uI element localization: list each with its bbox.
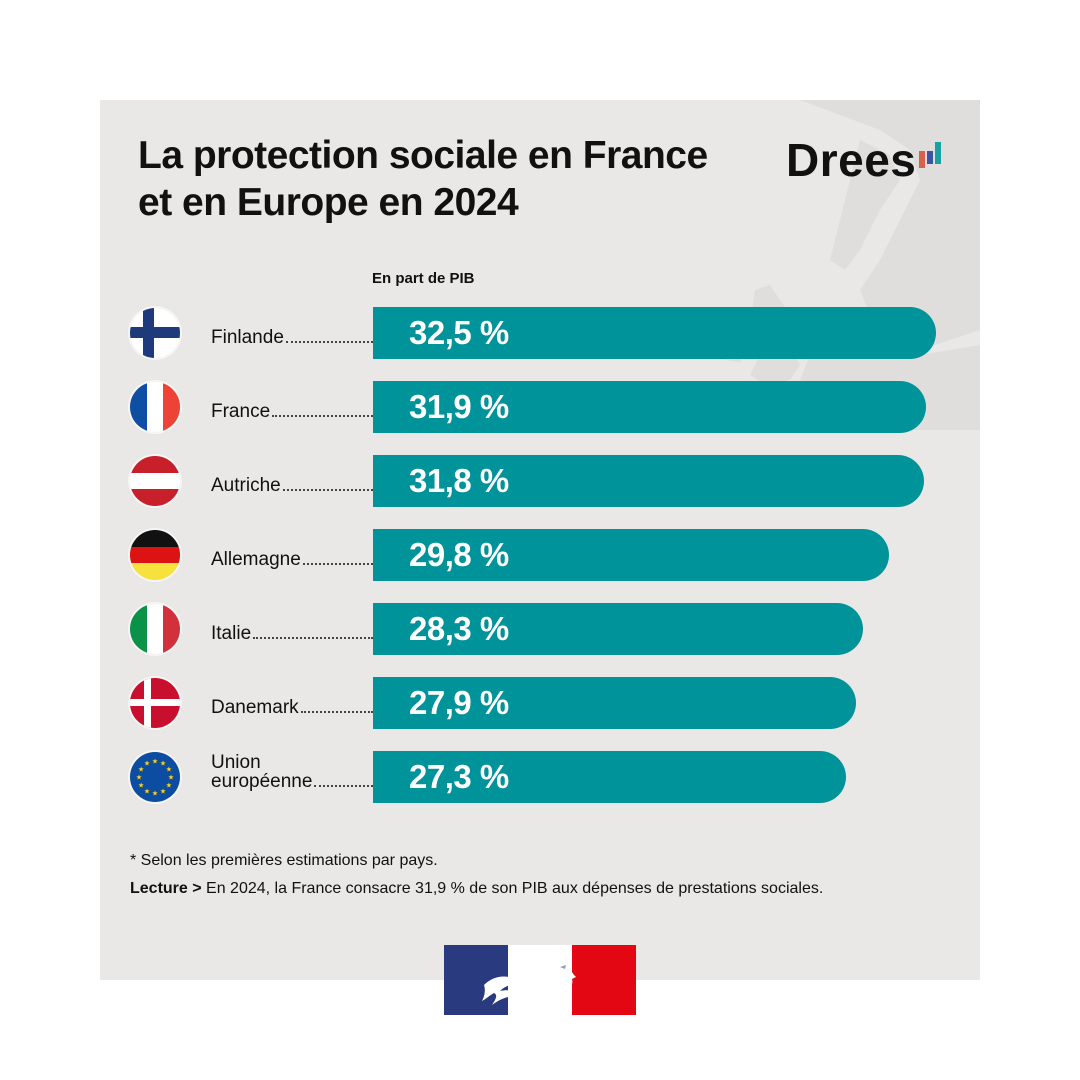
category-label-text: Danemark: [211, 697, 299, 718]
austria-flag-icon: [130, 456, 180, 506]
title-line-2: et en Europe en 2024: [138, 181, 519, 224]
bar: 27,9 %: [373, 677, 857, 729]
svg-text:★: ★: [152, 758, 158, 766]
bar-value-label: 28,3 %: [409, 610, 509, 647]
logo-bar-teal: [935, 142, 942, 164]
bar: 31,8 %: [373, 455, 924, 507]
category-label: Danemark: [211, 698, 373, 717]
bar-value-label: 29,8 %: [409, 536, 509, 573]
logo-bar-blue: [927, 151, 934, 164]
chart-row: Italie 28,3 %: [100, 603, 980, 655]
bar: 32,5 %: [373, 307, 936, 359]
reading-text: En 2024, la France consacre 31,9 % de so…: [201, 880, 824, 897]
marianne-eye: [560, 965, 566, 969]
page-title: La protection sociale en France et en Eu…: [138, 132, 708, 226]
category-label-text: Autriche: [211, 475, 281, 496]
category-label: Italie: [211, 624, 373, 643]
svg-text:★: ★: [166, 782, 172, 790]
unit-label: En part de PIB: [372, 270, 475, 287]
title-line-1: La protection sociale en France: [138, 134, 708, 177]
category-label: Allemagne: [211, 550, 373, 569]
drees-logo-bars-icon: [919, 136, 949, 176]
chart-row: ★ ★ ★ ★ ★ ★ ★ ★ ★ ★ ★ ★ Union européenne 27,3 %: [100, 751, 980, 803]
bar: 28,3 %: [373, 603, 864, 655]
category-label-line-1: Union: [211, 752, 261, 773]
marianne-hair: [482, 976, 524, 1005]
category-label: Finlande: [211, 328, 373, 347]
leader-dots: [272, 415, 373, 417]
footnote: * Selon les premières estimations par pa…: [130, 852, 438, 869]
marianne-red: [572, 945, 636, 1015]
category-label-text: Italie: [211, 623, 252, 644]
svg-text:★: ★: [136, 774, 142, 782]
category-label-text: Allemagne: [211, 549, 301, 570]
bar: 29,8 %: [373, 529, 890, 581]
svg-text:★: ★: [138, 782, 144, 790]
reading-note: Lecture > En 2024, la France consacre 31…: [130, 880, 823, 898]
bar-value-label: 27,3 %: [409, 758, 509, 795]
germany-flag-icon: [130, 530, 180, 580]
svg-text:★: ★: [152, 790, 158, 798]
marianne-profile: [524, 945, 576, 1015]
logo-bar-red: [919, 151, 926, 168]
reading-label: Lecture >: [130, 880, 202, 897]
italy-flag-icon: [130, 604, 180, 654]
chart-row: France 31,9 %: [100, 381, 980, 433]
leader-dots: [302, 563, 373, 565]
category-label-text: Finlande: [211, 327, 284, 348]
france-flag-icon: [130, 382, 180, 432]
category-label-text: France: [211, 401, 271, 422]
svg-text:★: ★: [138, 766, 144, 774]
chart-row: Autriche 31,8 %: [100, 455, 980, 507]
svg-text:★: ★: [160, 787, 166, 795]
bar-value-label: 31,8 %: [409, 462, 509, 499]
leader-dots: [314, 785, 373, 787]
svg-text:★: ★: [144, 760, 150, 768]
republique-francaise-logo: [444, 945, 636, 1015]
chart-row: Finlande 32,5 %: [100, 307, 980, 359]
leader-dots: [300, 711, 373, 713]
bar: 31,9 %: [373, 381, 926, 433]
chart-row: Danemark 27,9 %: [100, 677, 980, 729]
drees-logo: Drees: [786, 136, 949, 186]
svg-text:★: ★: [144, 787, 150, 795]
svg-text:★: ★: [168, 774, 174, 782]
category-label-line-2: européenne: [211, 771, 313, 792]
leader-dots: [282, 489, 373, 491]
bar: 27,3 %: [373, 751, 846, 803]
chart-row: Allemagne 29,8 %: [100, 529, 980, 581]
svg-text:★: ★: [166, 766, 172, 774]
bar-value-label: 31,9 %: [409, 388, 509, 425]
bar-value-label: 27,9 %: [409, 684, 509, 721]
category-label: France: [211, 402, 373, 421]
category-label: Autriche: [211, 476, 373, 495]
leader-dots: [285, 341, 373, 343]
bar-value-label: 32,5 %: [409, 314, 509, 351]
drees-logo-text: Drees: [786, 134, 917, 186]
leader-dots: [253, 637, 373, 639]
category-label: Union européenne: [211, 753, 373, 791]
category-label-text: Union européenne: [211, 753, 312, 791]
eu-flag-icon: ★ ★ ★ ★ ★ ★ ★ ★ ★ ★ ★ ★: [130, 752, 180, 802]
finland-flag-icon: [130, 308, 180, 358]
svg-text:★: ★: [160, 760, 166, 768]
denmark-flag-icon: [130, 678, 180, 728]
infographic-panel: La protection sociale en France et en Eu…: [100, 100, 980, 980]
